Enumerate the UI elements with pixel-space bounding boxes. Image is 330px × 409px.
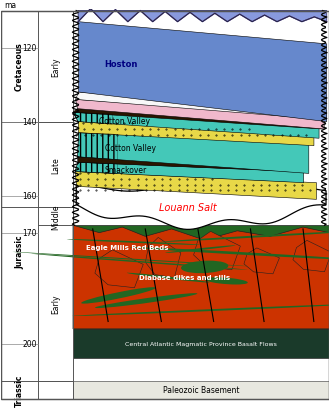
Text: Jurassic: Jurassic — [15, 235, 24, 268]
Polygon shape — [78, 10, 327, 22]
Ellipse shape — [204, 278, 248, 285]
Ellipse shape — [81, 288, 156, 304]
Polygon shape — [293, 241, 330, 272]
Polygon shape — [73, 11, 329, 399]
Polygon shape — [73, 109, 322, 130]
Text: 120: 120 — [22, 44, 37, 53]
Text: Cretaceous: Cretaceous — [15, 43, 24, 91]
Polygon shape — [73, 226, 329, 329]
Text: Cotton Valley: Cotton Valley — [105, 144, 156, 153]
Text: 160: 160 — [22, 192, 37, 201]
Polygon shape — [73, 113, 319, 139]
Ellipse shape — [130, 247, 330, 260]
Text: Paleozoic Basement: Paleozoic Basement — [163, 386, 239, 395]
Ellipse shape — [72, 304, 330, 316]
Text: Early: Early — [51, 294, 60, 313]
Text: Eagle Mills Red Beds: Eagle Mills Red Beds — [86, 245, 169, 251]
Text: ma: ma — [4, 1, 16, 10]
Text: Middle: Middle — [51, 204, 60, 229]
Polygon shape — [95, 250, 143, 288]
Ellipse shape — [127, 273, 210, 283]
Polygon shape — [73, 226, 329, 329]
Text: Early: Early — [51, 57, 60, 76]
Text: Diabase dikes and sills: Diabase dikes and sills — [139, 274, 230, 280]
Ellipse shape — [67, 239, 201, 245]
Polygon shape — [75, 163, 304, 183]
Polygon shape — [78, 133, 309, 174]
Polygon shape — [76, 93, 327, 120]
Polygon shape — [1, 11, 73, 399]
Text: Smackover: Smackover — [104, 166, 146, 175]
Polygon shape — [78, 157, 299, 172]
Polygon shape — [73, 381, 329, 399]
Text: 170: 170 — [22, 229, 37, 238]
Ellipse shape — [95, 293, 197, 308]
Polygon shape — [194, 232, 240, 270]
Text: Triassic: Triassic — [15, 374, 24, 406]
Polygon shape — [78, 22, 327, 122]
Text: Late: Late — [51, 156, 60, 173]
Polygon shape — [76, 100, 324, 130]
Polygon shape — [76, 186, 326, 230]
Text: Cotton Valley: Cotton Valley — [99, 117, 150, 126]
Polygon shape — [73, 329, 329, 359]
Text: Louann Salt: Louann Salt — [159, 202, 217, 212]
Text: 200: 200 — [22, 339, 37, 348]
Polygon shape — [244, 248, 280, 274]
Ellipse shape — [161, 231, 330, 242]
Ellipse shape — [181, 261, 228, 274]
Ellipse shape — [12, 252, 248, 267]
Text: 140: 140 — [22, 118, 37, 127]
Ellipse shape — [32, 254, 248, 270]
Polygon shape — [145, 238, 181, 278]
Ellipse shape — [165, 246, 236, 253]
Polygon shape — [75, 172, 316, 200]
Polygon shape — [78, 122, 314, 146]
Text: Hoston: Hoston — [104, 60, 138, 69]
Text: Central Atlantic Magmatic Province Basalt Flows: Central Atlantic Magmatic Province Basal… — [125, 342, 277, 346]
